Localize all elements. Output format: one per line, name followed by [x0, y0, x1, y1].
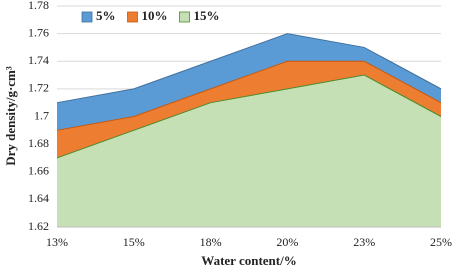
- x-axis-title: Water content/%: [201, 253, 296, 268]
- y-tick-label: 1.66: [28, 164, 49, 178]
- legend-swatch: [127, 11, 138, 23]
- x-tick-label: 15%: [123, 235, 145, 249]
- y-tick-label: 1.64: [28, 191, 49, 205]
- y-tick-label: 1.72: [28, 81, 49, 95]
- legend-label: 10%: [142, 8, 168, 23]
- area: [57, 75, 441, 227]
- legend-label: 15%: [194, 8, 220, 23]
- y-tick-label: 1.74: [28, 53, 49, 67]
- x-tick-label: 25%: [430, 235, 452, 249]
- y-tick-label: 1.78: [28, 0, 49, 12]
- x-tick-label: 18%: [200, 235, 222, 249]
- area-edge: [56, 33, 442, 104]
- x-tick-label: 20%: [276, 235, 298, 249]
- y-tick-label: 1.76: [28, 25, 49, 39]
- area-edge: [56, 60, 442, 131]
- x-tick-label: 23%: [353, 235, 375, 249]
- legend-swatch: [81, 11, 93, 23]
- x-tick-label: 13%: [46, 235, 68, 249]
- legend-label: 5%: [96, 8, 116, 23]
- y-tick-label: 1.68: [28, 136, 49, 150]
- y-axis-title: Dry density/g·cm³: [3, 66, 18, 166]
- legend-swatch: [179, 11, 190, 23]
- area-edge: [56, 74, 442, 159]
- y-tick-label: 1.7: [34, 108, 49, 122]
- y-tick-label: 1.62: [28, 219, 49, 233]
